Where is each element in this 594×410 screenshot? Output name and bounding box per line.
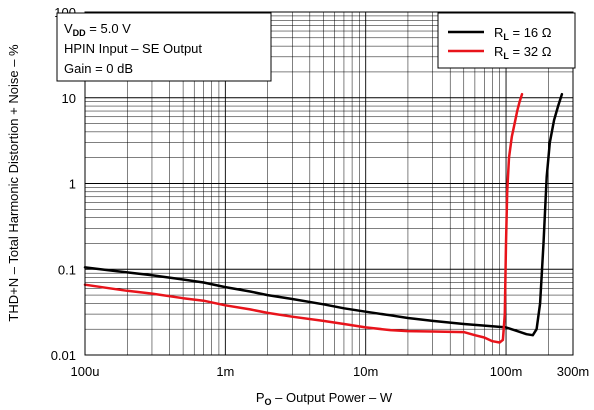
series-layer [83,92,564,344]
y-tick-label: 10 [62,91,76,106]
major-grid [84,12,573,356]
series-line-32ohm [83,92,524,344]
x-tick-label: 100m [490,364,523,379]
x-tick-label: 300m [557,364,590,379]
legend-label-16ohm: RL = 16 Ω [494,25,552,42]
x-tick-labels: 100u 1m 10m 100m 300m [71,364,590,379]
y-tick-label: 0.1 [58,262,76,277]
condition-line-3: Gain = 0 dB [64,61,133,76]
y-tick-label: 1 [69,177,76,192]
y-tick-label: 0.01 [51,348,76,363]
conditions-box: VDD = 5.0 V HPIN Input – SE Output Gain … [56,12,272,82]
y-axis-title: THD+N – Total Harmonic Distortion + Nois… [6,44,21,322]
x-tick-label: 10m [353,364,378,379]
x-tick-label: 1m [216,364,234,379]
legend: RL = 16 Ω RL = 32 Ω [437,12,576,69]
condition-line-2: HPIN Input – SE Output [64,41,202,56]
legend-label-32ohm: RL = 32 Ω [494,44,552,61]
plot-frame [84,11,574,356]
series-line-16ohm [83,92,564,337]
y-tick-labels: 0.010.1110100 [51,5,76,363]
x-tick-label: 100u [71,364,100,379]
x-axis-title: PO – Output Power – W [256,390,393,407]
condition-line-1: VDD = 5.0 V [64,21,131,38]
